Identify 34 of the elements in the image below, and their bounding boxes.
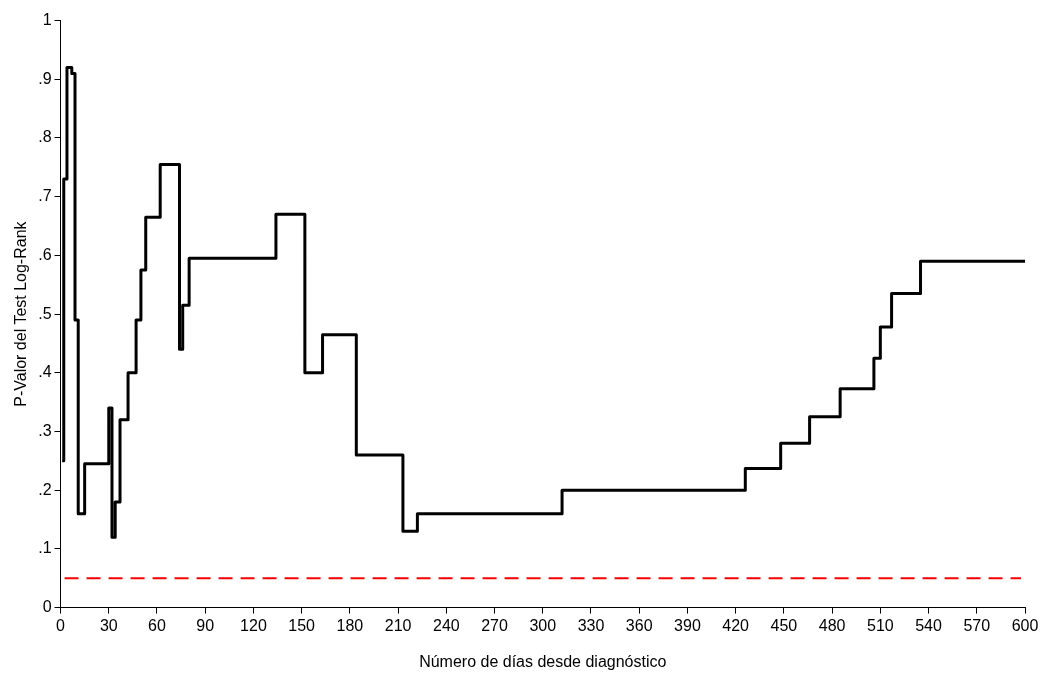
y-tick-label: 0 <box>42 598 52 616</box>
y-tick-label: .2 <box>38 480 52 498</box>
x-tick-label: 120 <box>240 616 267 634</box>
y-tick-label: .9 <box>38 69 52 87</box>
y-tick-label: .7 <box>38 187 52 205</box>
x-tick-label: 240 <box>432 616 460 634</box>
x-tick-label: 420 <box>722 616 750 634</box>
x-tick-label: 330 <box>577 616 605 634</box>
x-tick-label: 150 <box>288 616 316 634</box>
x-tick-label: 210 <box>384 616 412 634</box>
y-tick-label: .1 <box>38 539 52 557</box>
x-tick-label: 300 <box>529 616 557 634</box>
x-tick-label: 0 <box>56 616 66 634</box>
x-tick-label: 360 <box>625 616 653 634</box>
y-tick-label: .8 <box>38 128 52 146</box>
x-tick-label: 30 <box>99 616 118 634</box>
x-tick-label: 510 <box>866 616 894 634</box>
x-tick-label: 480 <box>818 616 846 634</box>
x-tick-label: 60 <box>148 616 166 634</box>
x-tick-label: 450 <box>770 616 798 634</box>
x-tick-label: 540 <box>915 616 942 634</box>
x-tick-label: 90 <box>196 616 215 634</box>
y-tick-label: 1 <box>42 11 52 29</box>
x-tick-label: 180 <box>336 616 364 634</box>
x-tick-label: 570 <box>963 616 991 634</box>
y-axis-title: P-Valor del Test Log-Rank <box>12 220 30 407</box>
y-tick-label: .3 <box>38 421 52 439</box>
y-tick-label: .4 <box>38 363 52 381</box>
y-tick-label: .6 <box>38 245 52 263</box>
x-tick-label: 600 <box>1011 616 1039 634</box>
x-axis-title: Número de días desde diagnóstico <box>419 652 667 670</box>
x-tick-label: 390 <box>674 616 701 634</box>
y-tick-label: .5 <box>38 304 52 322</box>
x-tick-label: 270 <box>481 616 508 634</box>
